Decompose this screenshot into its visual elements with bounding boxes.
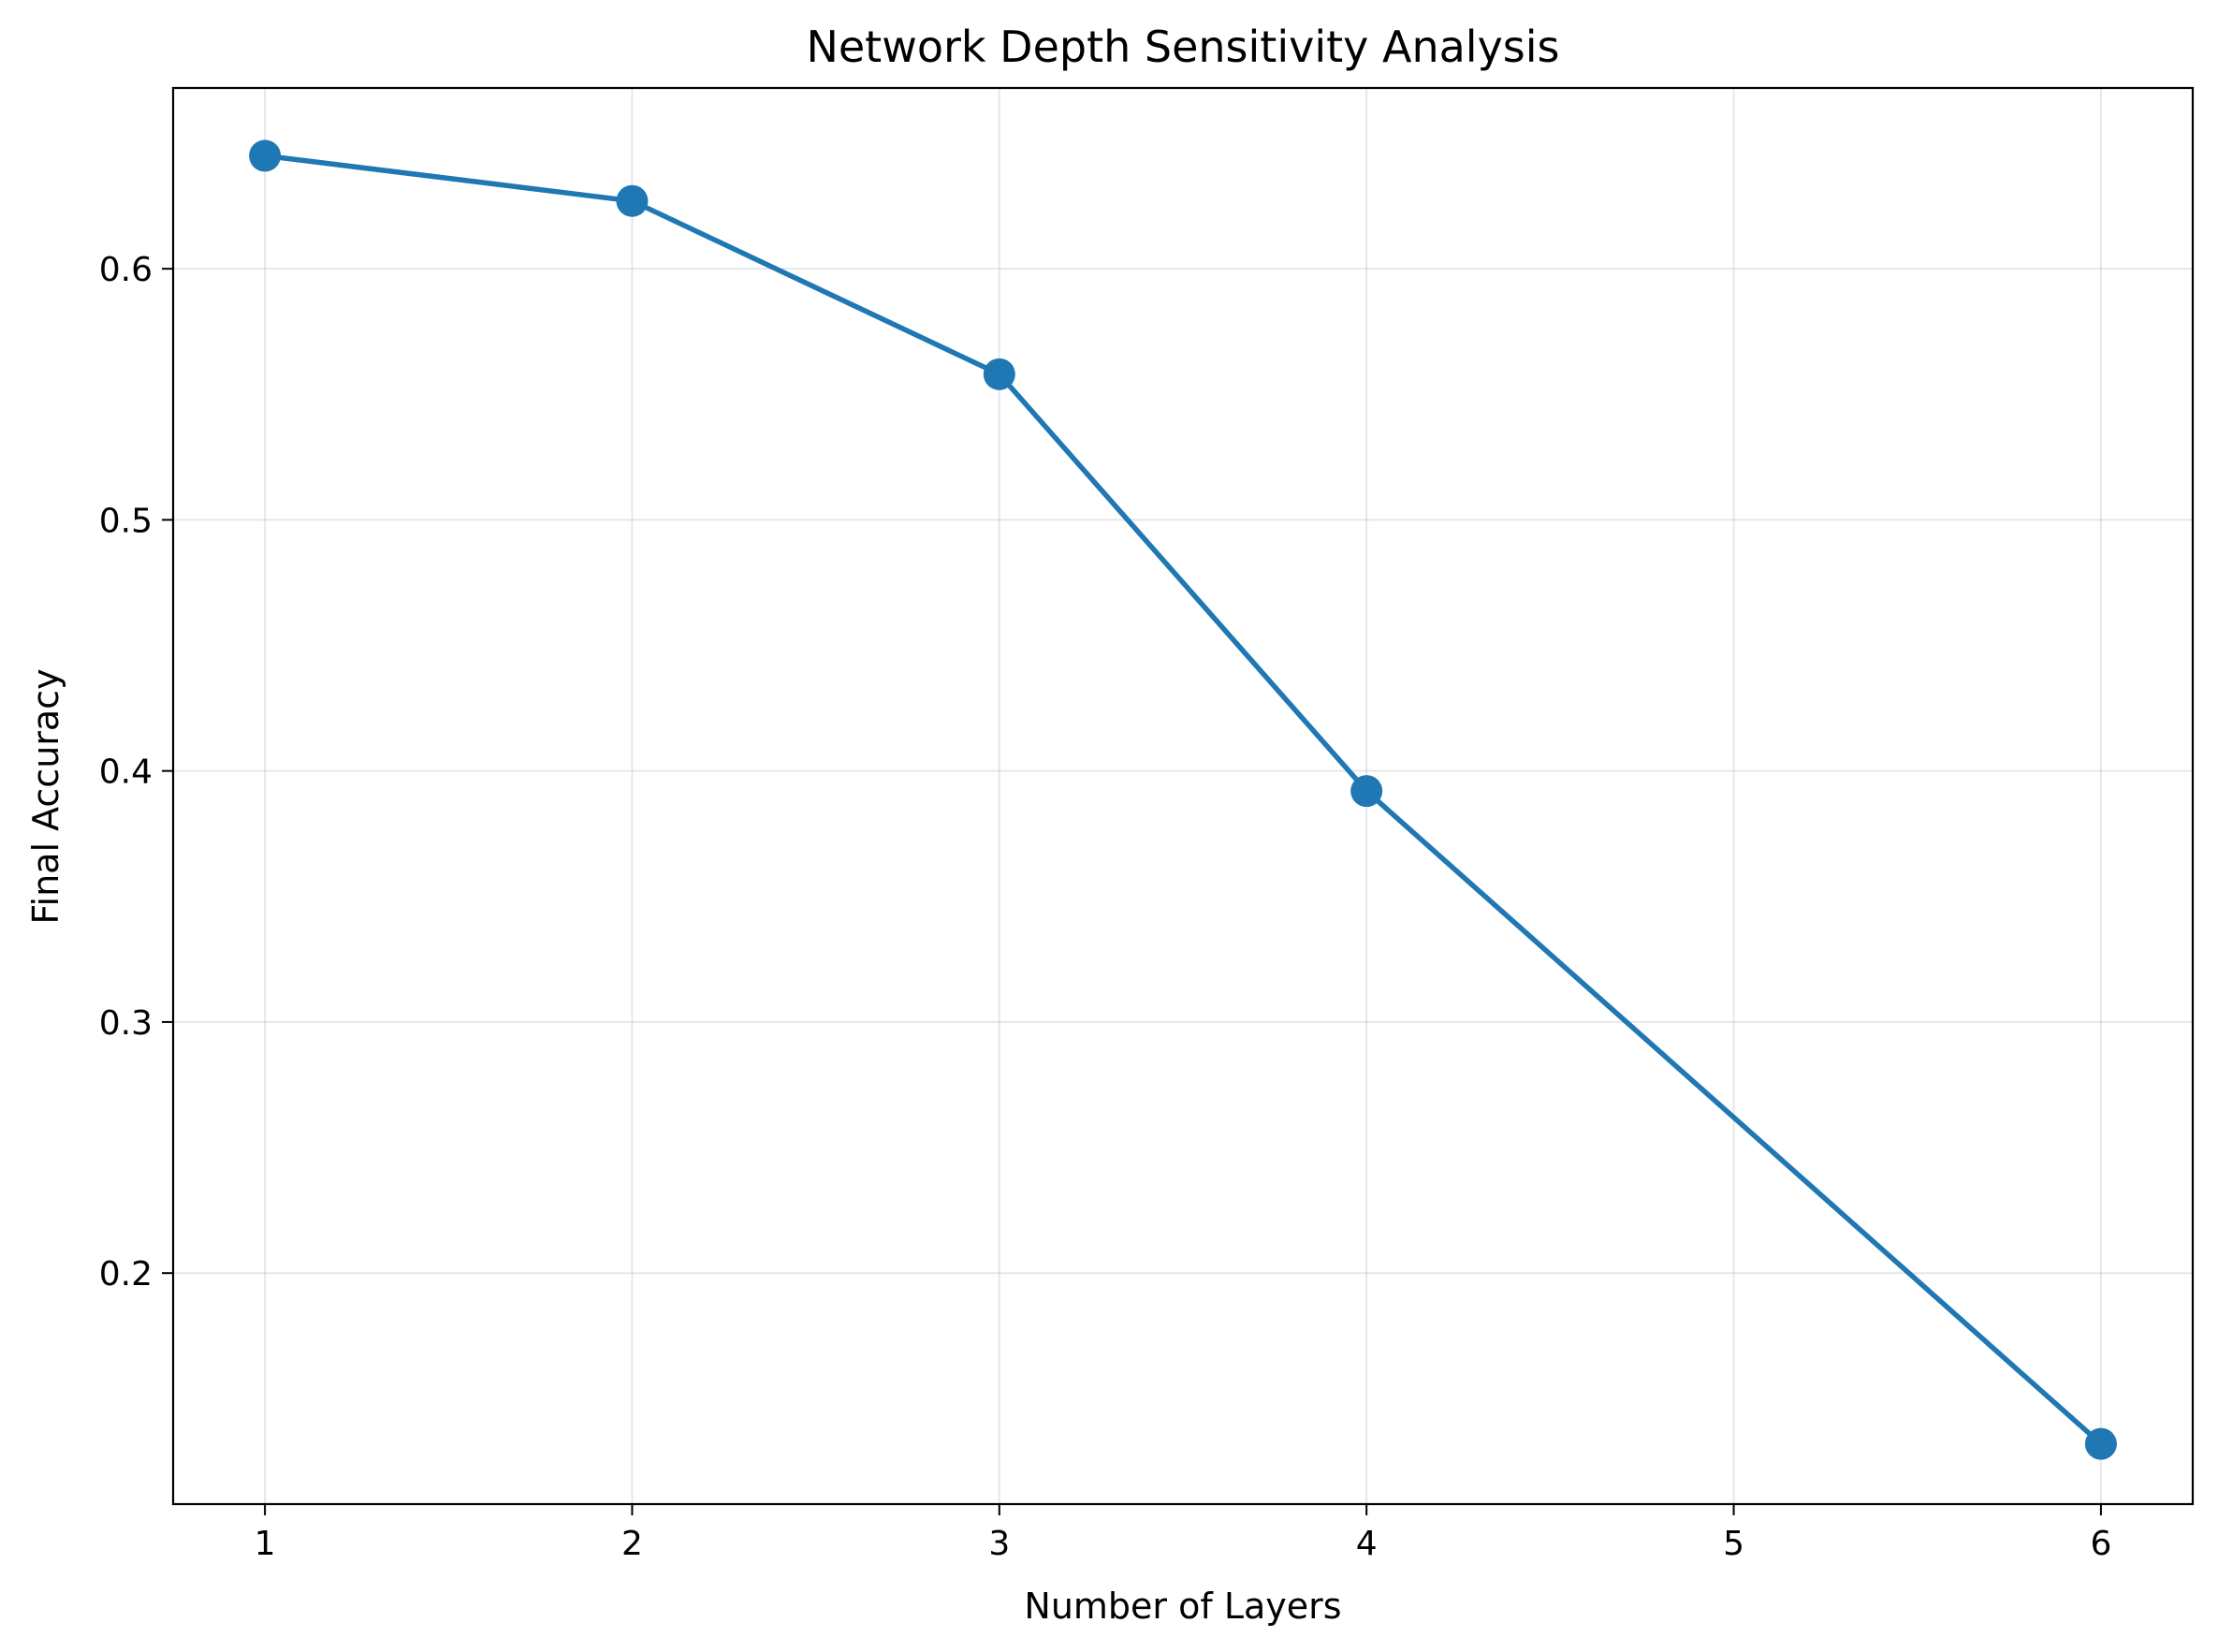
y-axis-label: Final Accuracy xyxy=(25,668,66,924)
y-tick-label: 0.5 xyxy=(99,502,153,540)
chart-title: Network Depth Sensitivity Analysis xyxy=(806,22,1559,72)
x-tick-label: 2 xyxy=(621,1525,643,1563)
plot-frame xyxy=(171,86,2195,1506)
data-point xyxy=(249,139,282,172)
x-axis-label: Number of Layers xyxy=(1024,1586,1341,1627)
data-point xyxy=(1350,775,1383,808)
axis-ticks: 1 2 3 4 5 6 0.2 0.3 0.4 0.5 0.6 xyxy=(99,251,2112,1563)
series-layer xyxy=(249,139,2117,1460)
x-tick-label: 5 xyxy=(1723,1525,1744,1563)
x-tick-label: 1 xyxy=(255,1525,276,1563)
x-tick-label: 6 xyxy=(2090,1525,2111,1563)
y-tick-label: 0.2 xyxy=(99,1255,153,1294)
x-tick-label: 3 xyxy=(988,1525,1010,1563)
grid-lines xyxy=(173,88,2193,1504)
x-tick-label: 4 xyxy=(1356,1525,1378,1563)
y-tick-label: 0.4 xyxy=(99,753,153,792)
data-point xyxy=(2084,1427,2117,1460)
data-point xyxy=(616,184,649,217)
y-tick-label: 0.3 xyxy=(99,1004,153,1043)
y-tick-label: 0.6 xyxy=(99,251,153,289)
data-point xyxy=(983,358,1015,390)
